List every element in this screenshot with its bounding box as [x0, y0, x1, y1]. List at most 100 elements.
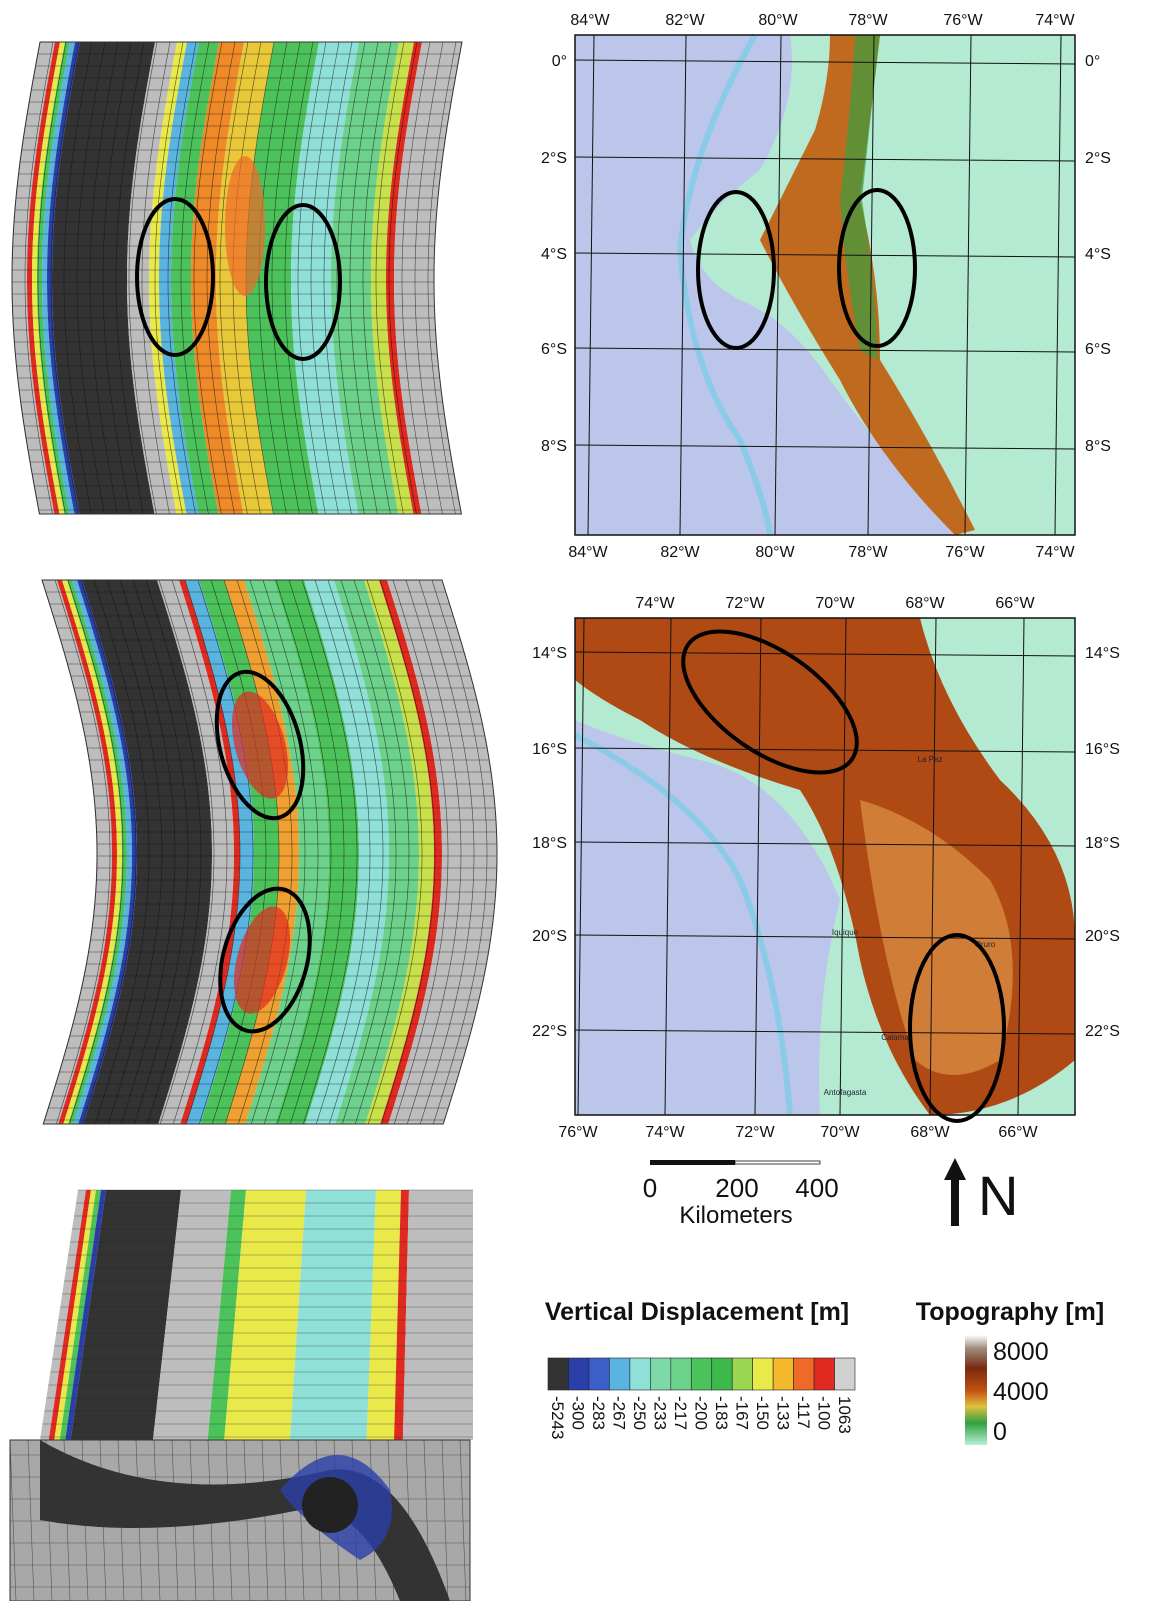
legend-swatch [772, 1357, 794, 1391]
trench [573, 732, 793, 1116]
map-axis-label: 80°W [758, 12, 798, 29]
legend-label: 4000 [993, 1378, 1049, 1406]
mesh-line [336, 41, 366, 515]
block-top-band [70, 1190, 181, 1440]
mesh-line [206, 41, 236, 515]
block-top-band [54, 1190, 96, 1440]
north-label: N [978, 1164, 1018, 1227]
map-axis-label: 0° [1085, 53, 1100, 70]
block-top-band [289, 1190, 376, 1440]
scale-tick-label: 400 [795, 1173, 838, 1203]
map-axis-label: 0° [552, 53, 567, 70]
map-axis-label: 20°S [1085, 928, 1120, 945]
graticule [1017, 617, 1025, 1116]
map-axis-label: 20°S [532, 928, 567, 945]
displacement-spot [233, 906, 291, 1014]
graticule [574, 156, 1076, 162]
map-axis-label: 72°W [735, 1124, 775, 1141]
mesh-line [119, 579, 176, 1125]
legend-swatch [650, 1357, 672, 1391]
mesh-line [431, 579, 488, 1125]
map-axis-label: 70°W [820, 1124, 860, 1141]
mesh-line [24, 41, 54, 515]
trench [676, 33, 773, 536]
map [574, 33, 1076, 536]
model-band [47, 42, 80, 514]
mesh-line [63, 41, 93, 515]
map-axis-label: 74°W [1035, 544, 1075, 561]
graticule [574, 841, 1076, 847]
scale-unit: Kilometers [679, 1202, 792, 1229]
model-band [27, 42, 60, 514]
model-band [52, 42, 155, 514]
model-band [127, 42, 177, 514]
model-band [171, 42, 219, 514]
mesh-line [427, 41, 457, 515]
legend-label: -133 [773, 1396, 792, 1430]
graticule [867, 34, 875, 536]
mesh-line [158, 579, 215, 1125]
panel-outline [41, 579, 498, 1125]
legend-swatch [670, 1357, 692, 1391]
map-axis-label: 6°S [1085, 341, 1111, 358]
graticule [839, 617, 847, 1116]
map-axis-label: 6°S [541, 341, 567, 358]
mesh-line [392, 579, 449, 1125]
model-band [386, 42, 422, 514]
mesh-line [236, 579, 293, 1125]
highlight-ellipse [908, 933, 1006, 1123]
map-axis-label: 78°W [848, 12, 888, 29]
map-axis-label: 16°S [532, 741, 567, 758]
scale-tick-label: 0 [643, 1173, 657, 1203]
map-axis-label: 14°S [532, 645, 567, 662]
mesh-line [193, 41, 223, 515]
mesh-line [327, 579, 384, 1125]
block-top-band [224, 1190, 306, 1440]
model-band [42, 42, 75, 514]
map-axis-label: 4°S [1085, 246, 1111, 263]
mesh-line [54, 579, 111, 1125]
place-name: Iquique [832, 928, 859, 937]
legend-swatch [813, 1357, 835, 1391]
legend-title: Vertical Displacement [m] [545, 1298, 849, 1326]
place-name: Calama [881, 1033, 909, 1042]
graticule [1054, 34, 1062, 536]
mesh-line [379, 579, 436, 1125]
mesh-line [405, 579, 462, 1125]
legend-swatch [588, 1357, 610, 1391]
mesh-line [401, 41, 431, 515]
mesh-line [258, 41, 288, 515]
mesh-line [418, 579, 475, 1125]
graticule [574, 651, 1076, 657]
map-axis-label: 74°W [635, 595, 675, 612]
map-axis-label: 18°S [532, 835, 567, 852]
model-panel-2 [41, 579, 498, 1125]
legend-swatch [752, 1357, 774, 1391]
scale-bar [650, 1160, 735, 1165]
map-axis-label: 70°W [815, 595, 855, 612]
slab-bulb [302, 1477, 358, 1533]
map-frame [574, 34, 1076, 536]
legend-swatch [711, 1357, 733, 1391]
map-axis-label: 82°W [660, 544, 700, 561]
block-top-band [65, 1190, 106, 1440]
highlight-ellipse [696, 190, 776, 350]
legend-title: Topography [m] [916, 1298, 1104, 1326]
mesh-line [106, 579, 163, 1125]
map-axis-label: 22°S [532, 1023, 567, 1040]
graticule [574, 444, 1076, 450]
graticule [664, 617, 672, 1116]
model-band [12, 42, 56, 514]
mesh-line [141, 41, 171, 515]
map-axis-label: 84°W [570, 12, 610, 29]
mesh-line [314, 579, 371, 1125]
graticule [574, 59, 1076, 65]
legend-swatch [629, 1357, 651, 1391]
mesh-line [89, 41, 119, 515]
model-band [32, 42, 65, 514]
place-name: Antofagasta [824, 1088, 867, 1097]
legend-label: -267 [610, 1396, 629, 1430]
block-top-band [40, 1190, 86, 1440]
map-axis-label: 74°W [1035, 12, 1075, 29]
